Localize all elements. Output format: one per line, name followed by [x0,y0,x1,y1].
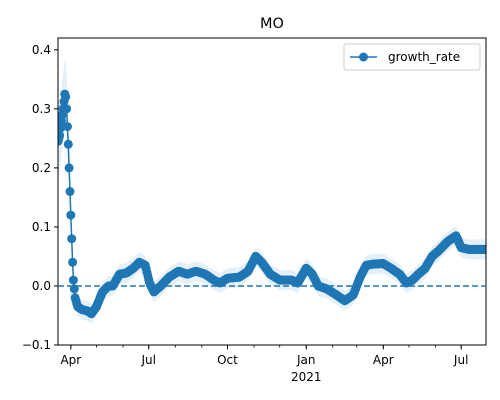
y-tick-label: 0.2 [32,161,51,175]
y-tick-label: 0.1 [32,220,51,234]
legend-box [343,43,481,71]
data-point [62,122,72,132]
x-tick-label: Apr [373,353,394,367]
y-tick-label: 0.3 [32,102,51,116]
data-point [65,187,75,196]
y-tick-label: −0.1 [22,338,51,352]
data-point [63,139,73,149]
data-point [68,275,78,285]
data-point [62,104,72,114]
x-tick-label: Jul [453,353,468,367]
plot-frame [57,37,487,346]
data-point [67,234,77,244]
plot-area [58,58,486,324]
y-tick-label: 0.0 [32,279,51,293]
data-point [68,257,78,267]
chart-title: MO [260,16,284,32]
confidence-band [58,58,486,324]
x-tick-label: Apr [60,353,81,367]
data-point [481,244,486,254]
data-point [64,163,74,173]
legend-label: growth_rate [388,50,460,64]
legend: growth_rate [343,43,481,71]
legend-marker-sample [359,52,368,62]
x-tick-label: Oct [217,353,238,367]
data-point [66,210,76,220]
data-point [61,92,71,102]
data-point [58,130,65,140]
x-tick-label: Jul [140,353,155,367]
x-tick-label: Jan [296,353,316,367]
y-tick-label: 0.4 [32,43,51,57]
axes: −0.1 0.0 0.1 0.2 0.3 0.4 Apr Jul Oct Jan 2021 Apr Ju… [22,43,486,384]
x-tick-year-label: 2021 [291,370,322,384]
